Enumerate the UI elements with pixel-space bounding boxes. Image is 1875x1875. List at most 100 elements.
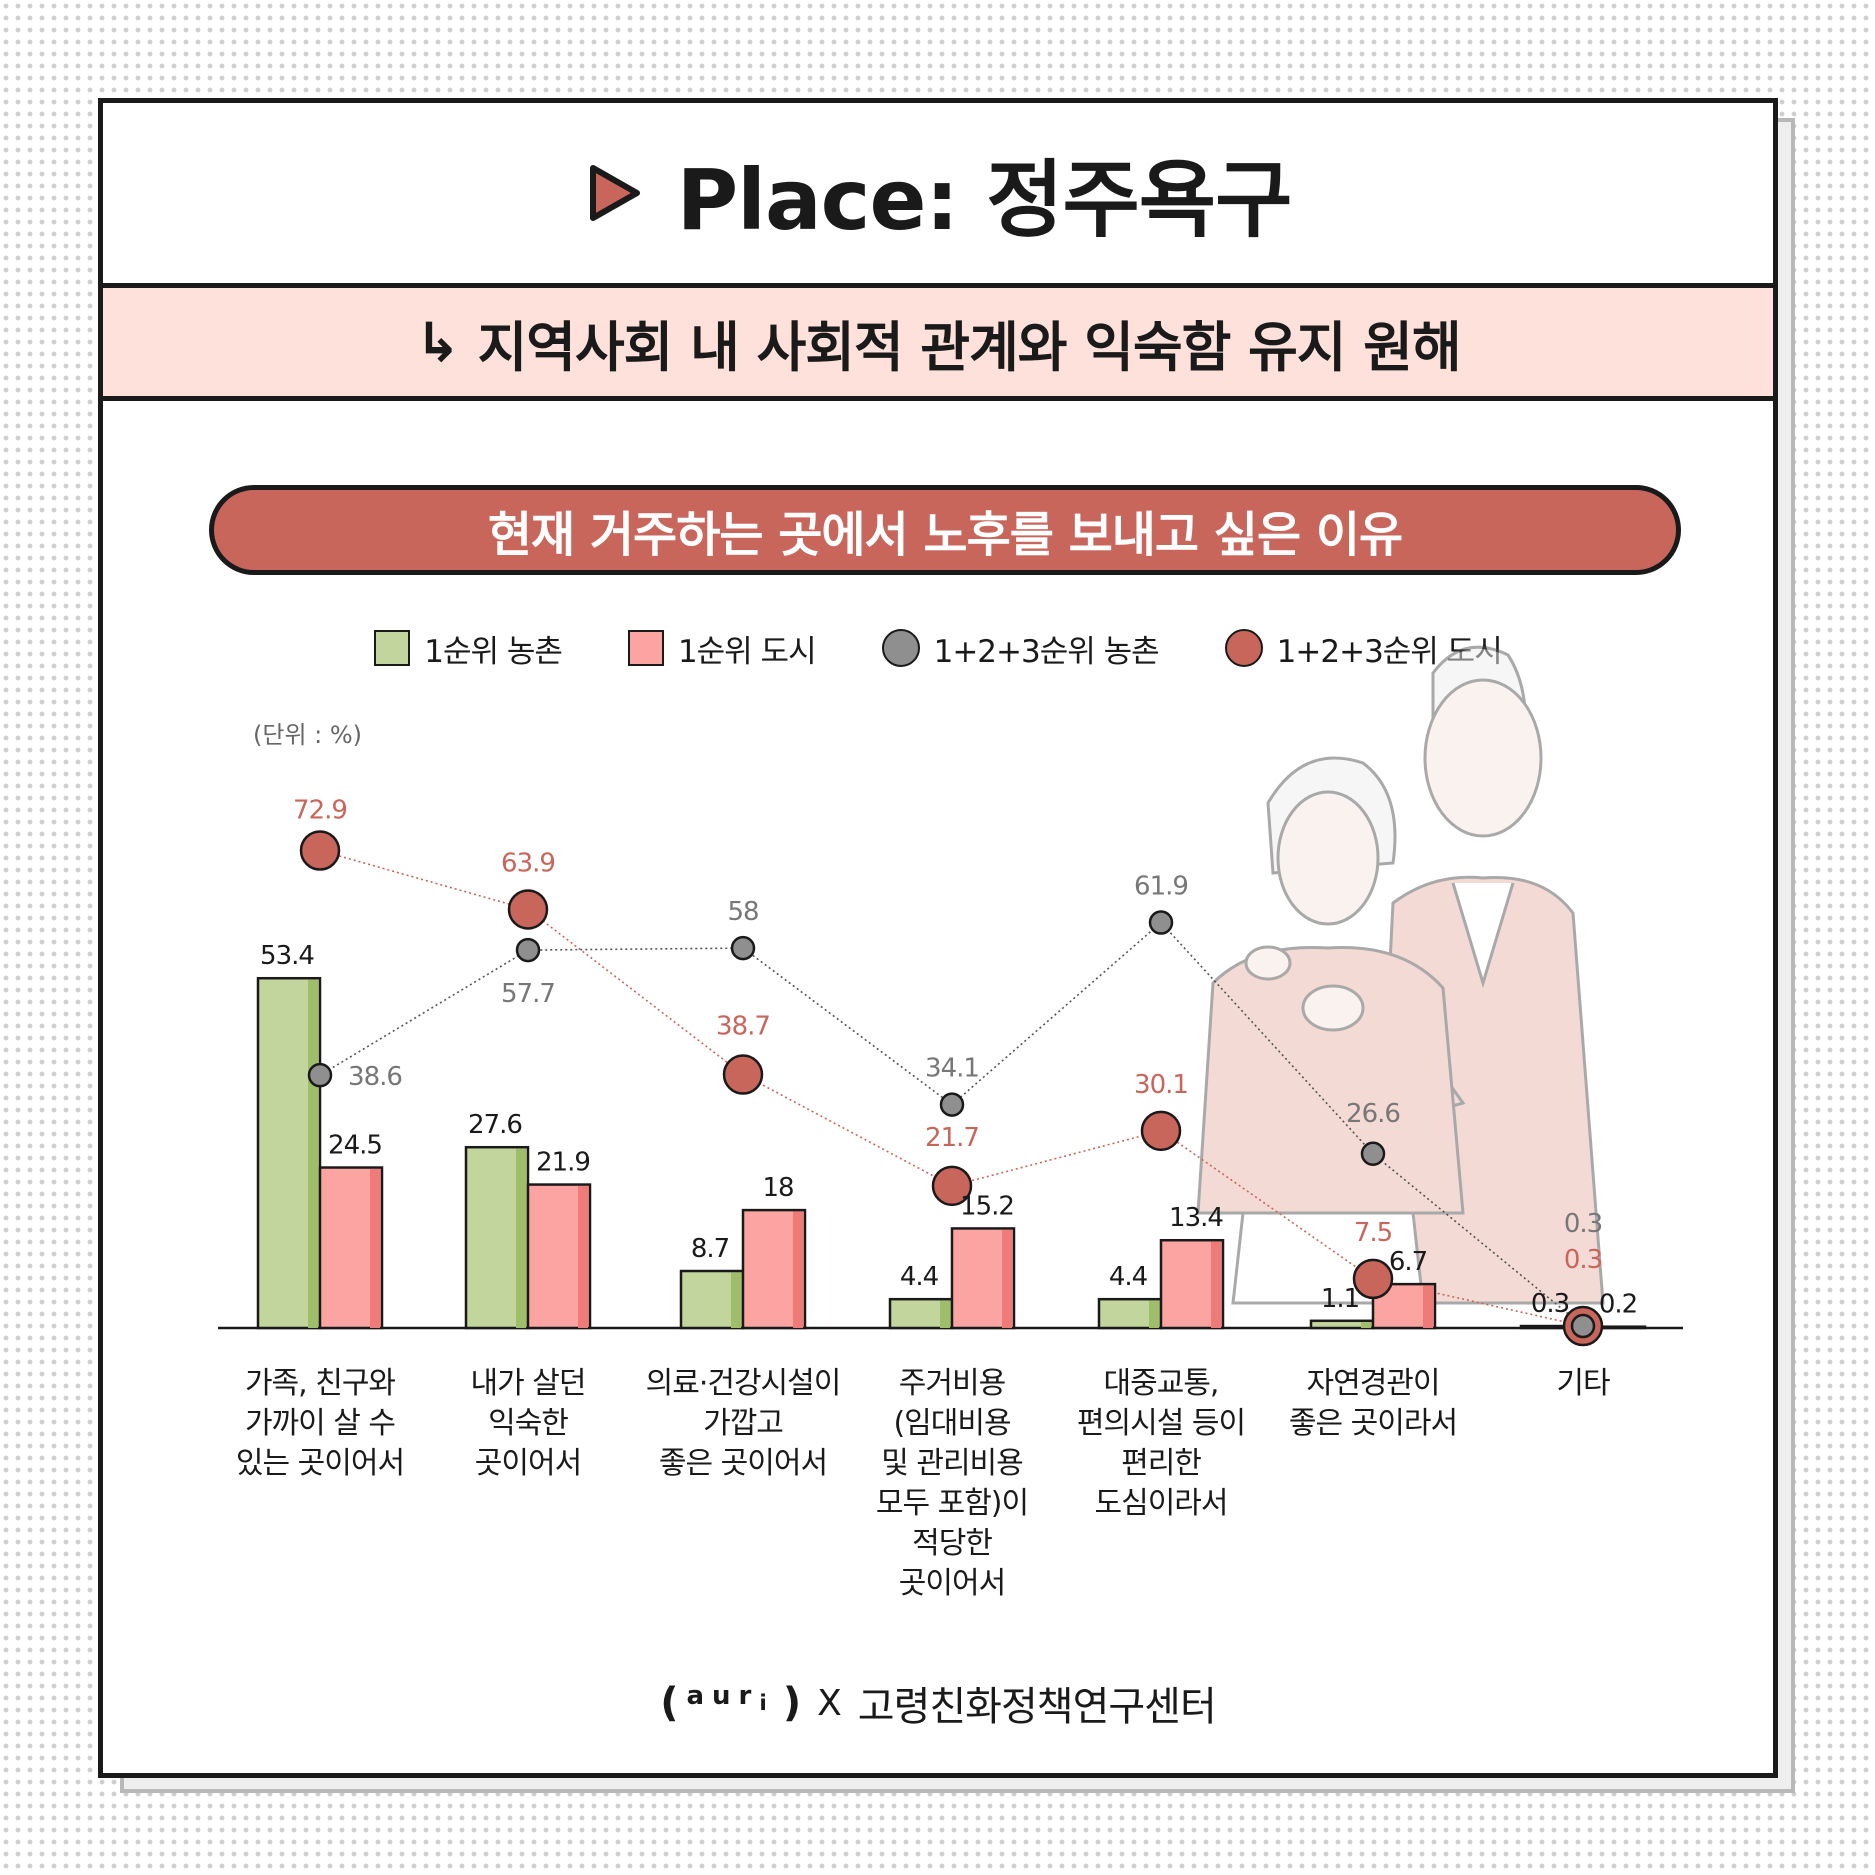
dot-rural-total xyxy=(515,937,541,963)
category-label: (임대비용 xyxy=(893,1406,1010,1441)
category-label: 모두 포함)이 xyxy=(876,1486,1028,1521)
bar-label-rural-first: 4.4 xyxy=(900,1262,939,1292)
dot-urban-total xyxy=(1140,1110,1182,1152)
bar-label-rural-first: 53.4 xyxy=(260,941,314,971)
dot-rural-total xyxy=(939,1092,965,1117)
legend-swatch-rural-first xyxy=(374,630,411,666)
legend-swatch-urban-total xyxy=(1224,629,1263,667)
bar-label-rural-first: 27.6 xyxy=(468,1110,522,1140)
header: Place: 정주욕구 xyxy=(103,103,1773,283)
bar-rural-first-shade xyxy=(731,1272,741,1328)
footer: ( auri ) X 고령친화정책연구센터 xyxy=(103,1673,1773,1733)
category-label: 자연경관이 xyxy=(1307,1366,1440,1401)
line-label-urban-total: 30.1 xyxy=(1134,1070,1188,1100)
category-label: 내가 살던 xyxy=(471,1366,586,1401)
category-label: 주거비용 xyxy=(899,1366,1005,1401)
dot-rural-total xyxy=(1148,910,1174,935)
legend-swatch-rural-total xyxy=(881,629,920,667)
collab-x: X xyxy=(817,1682,842,1724)
line-label-urban-total: 38.7 xyxy=(716,1012,770,1042)
bar-urban-first-shade xyxy=(793,1211,803,1328)
bar-label-rural-first: 8.7 xyxy=(691,1234,729,1264)
legend: 1순위 농촌 1순위 도시 1+2+3순위 농촌 1+2+3순위 도시 xyxy=(103,625,1773,671)
legend-swatch-urban-first xyxy=(627,630,664,666)
bar-rural-first-shade xyxy=(1149,1300,1159,1328)
dot-urban-total xyxy=(507,889,549,930)
bar-label-rural-first: 1.1 xyxy=(1321,1284,1359,1314)
category-label: 편의시설 등이 xyxy=(1077,1406,1245,1441)
dot-rural-total xyxy=(730,935,756,961)
dot-urban-total xyxy=(722,1054,764,1095)
bar-rural-first-shade xyxy=(308,979,318,1328)
dot-rural-total xyxy=(307,1062,333,1088)
line-label-rural-total: 61.9 xyxy=(1134,872,1188,902)
chart-title: 현재 거주하는 곳에서 노후를 보내고 싶은 이유 xyxy=(487,507,1403,563)
bar-label-urban-first: 21.9 xyxy=(536,1148,590,1178)
bar-urban-first-shade xyxy=(1211,1241,1221,1328)
logo-text: auri xyxy=(687,1681,775,1716)
category-label: 가까이 살 수 xyxy=(245,1406,395,1441)
category-label: 적당한 xyxy=(912,1526,992,1561)
line-label-rural-total: 38.6 xyxy=(348,1062,402,1092)
bar-rural-first-shade xyxy=(940,1300,950,1328)
category-label: 좋은 곳이어서 xyxy=(659,1446,827,1481)
play-icon xyxy=(589,165,640,221)
category-label: 의료·건강시설이 xyxy=(646,1366,841,1401)
line-label-urban-total: 0.3 xyxy=(1564,1245,1602,1275)
bar-label-urban-first: 18 xyxy=(762,1173,793,1203)
bar-label-rural-first: 0.3 xyxy=(1531,1289,1569,1319)
subtitle-band: ↳ 지역사회 내 사회적 관계와 익숙함 유지 원해 xyxy=(103,283,1773,401)
bar-label-urban-first: 6.7 xyxy=(1389,1247,1427,1277)
organization-name: 고령친화정책연구센터 xyxy=(857,1684,1217,1730)
line-label-rural-total: 57.7 xyxy=(501,979,555,1009)
bar-label-urban-first: 15.2 xyxy=(960,1191,1014,1221)
auri-logo: ( auri ) xyxy=(660,1680,801,1726)
category-label: 있는 곳이어서 xyxy=(236,1446,404,1481)
logo-letters: aur xyxy=(686,1681,760,1712)
category-label: 좋은 곳이라서 xyxy=(1289,1406,1457,1441)
legend-label-urban-first: 1순위 도시 xyxy=(677,633,817,670)
legend-label-rural-total: 1+2+3순위 농촌 xyxy=(933,633,1160,670)
dot-rural-total xyxy=(1570,1313,1596,1339)
category-label: 곳이어서 xyxy=(475,1446,581,1481)
unit-label: (단위 : %) xyxy=(253,721,363,749)
chart-title-pill: 현재 거주하는 곳에서 노후를 보내고 싶은 이유 xyxy=(209,485,1681,575)
dot-urban-total xyxy=(299,830,341,871)
category-label: 익숙한 xyxy=(488,1406,568,1441)
chart-plot: 53.4 24.5 27.6 21.9 8.7 18 4.4 15.2 4.4 13.4 1.1 6.… xyxy=(218,645,1683,1601)
legend-item-urban-first: 1순위 도시 xyxy=(627,626,817,671)
line-label-urban-total: 7.5 xyxy=(1354,1218,1392,1248)
elderly-couple-illustration xyxy=(1196,645,1605,1305)
dot-urban-total xyxy=(1352,1258,1394,1300)
bar-urban-first-shade xyxy=(1423,1285,1433,1328)
bar-label-urban-first: 24.5 xyxy=(328,1131,382,1161)
subtitle: 지역사회 내 사회적 관계와 익숙함 유지 원해 xyxy=(477,315,1462,379)
category-label: 편리한 xyxy=(1121,1446,1201,1481)
category-label: 및 관리비용 xyxy=(881,1446,1023,1481)
page-title: Place: 정주욕구 xyxy=(676,150,1293,249)
legend-item-rural-first: 1순위 농촌 xyxy=(374,626,563,671)
logo-subscript: i xyxy=(759,1691,775,1717)
infographic-card: Place: 정주욕구 ↳ 지역사회 내 사회적 관계와 익숙함 유지 원해 현… xyxy=(98,98,1778,1778)
dot-urban-total xyxy=(931,1165,973,1207)
line-label-urban-total: 63.9 xyxy=(501,848,555,878)
subtitle-arrow-icon: ↳ xyxy=(415,310,460,374)
legend-item-rural-total: 1+2+3순위 농촌 xyxy=(881,626,1160,671)
category-label: 대중교통, xyxy=(1104,1366,1219,1401)
bar-label-rural-first: 4.4 xyxy=(1109,1262,1148,1292)
bar-rural-first-shade xyxy=(516,1148,526,1328)
logo-paren-right: ) xyxy=(782,1680,802,1726)
line-label-rural-total: 34.1 xyxy=(925,1054,979,1084)
category-label: 도심이라서 xyxy=(1095,1486,1228,1521)
bar-urban-first-shade xyxy=(370,1169,380,1328)
category-label: 가깝고 xyxy=(703,1406,783,1441)
category-label: 가족, 친구와 xyxy=(245,1366,395,1401)
bar-rural-first-shade xyxy=(1361,1322,1371,1328)
line-label-urban-total: 21.7 xyxy=(925,1123,979,1153)
bar-urban-first-shade xyxy=(1002,1229,1012,1328)
line-label-rural-total: 58 xyxy=(727,897,758,927)
dot-rural-total xyxy=(1360,1141,1386,1167)
bar-urban-first-shade xyxy=(578,1186,588,1328)
legend-label-rural-first: 1순위 농촌 xyxy=(424,633,563,670)
bar-label-urban-first: 0.2 xyxy=(1599,1290,1637,1320)
